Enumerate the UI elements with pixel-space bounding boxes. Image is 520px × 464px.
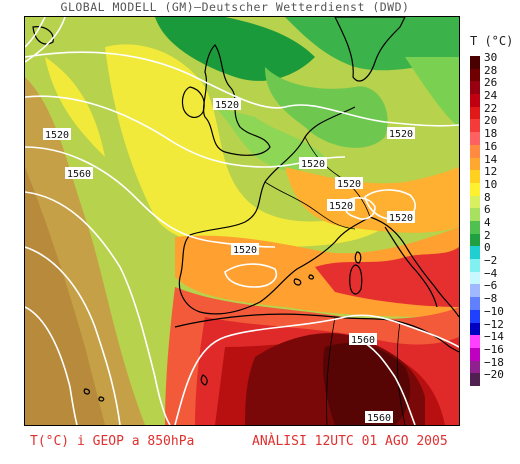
legend-swatch (470, 221, 480, 235)
legend-swatch (470, 195, 480, 209)
legend-label: 20 (484, 114, 498, 128)
contour-label: 1520 (329, 201, 353, 212)
legend-label: −18 (484, 355, 504, 369)
legend-swatch (470, 233, 480, 247)
legend-label: −20 (484, 368, 504, 382)
chart-header-title: GLOBAL MODELL (GM)—Deutscher Wetterdiens… (60, 0, 410, 14)
legend-swatch (470, 208, 480, 222)
legend-label: 0 (484, 241, 491, 255)
contour-label: 1520 (45, 130, 69, 141)
contour-label: 1520 (389, 213, 413, 224)
contour-labels: 1520 1520 1560 1520 1520 1520 1520 1520 … (43, 98, 415, 424)
legend-label: 24 (484, 89, 498, 103)
coastlines (32, 17, 459, 425)
legend-swatch (470, 144, 480, 159)
contour-label: 1520 (337, 179, 361, 190)
legend-label: 30 (484, 51, 498, 64)
legend-label: 6 (484, 203, 491, 217)
contour-label: 1520 (389, 129, 413, 140)
contour-label: 1520 (215, 100, 239, 111)
legend-label: 14 (484, 152, 498, 166)
legend-swatch (470, 373, 480, 387)
legend-swatch (470, 132, 480, 146)
legend-label: 4 (484, 216, 491, 229)
legend-swatch (470, 157, 480, 171)
legend-label: −14 (484, 330, 504, 344)
legend-label: 2 (484, 228, 491, 242)
legend-label: −6 (484, 279, 498, 293)
color-scale-labels: 30 28 26 24 22 20 18 16 14 12 10 8 6 4 2 0 −2 −4 −6 −8 −10 −1… (484, 52, 520, 392)
legend-label: 16 (484, 139, 498, 153)
footer-analysis-time: ANÀLISI 12UTC 01 AGO 2005 (252, 434, 448, 449)
legend-label: −16 (484, 342, 504, 356)
temperature-map: 1520 1520 1560 1520 1520 1520 1520 1520 … (24, 16, 460, 426)
legend-label: 10 (484, 177, 498, 191)
legend-label: −8 (484, 292, 498, 306)
legend-swatch (470, 106, 480, 120)
legend-label: −2 (484, 254, 498, 268)
legend-swatch (470, 322, 480, 336)
legend-swatch (470, 56, 480, 70)
legend-swatch (470, 297, 480, 311)
legend-label: 28 (484, 63, 498, 77)
legend-swatch (470, 271, 480, 285)
footer-variable-label: T(°C) i GEOP a 850hPa (30, 434, 195, 449)
legend-swatch (470, 246, 480, 260)
legend-swatch (470, 309, 480, 324)
legend-swatch (470, 68, 480, 82)
legend-swatch (470, 259, 480, 273)
legend-swatch (470, 360, 480, 374)
contour-label: 1560 (367, 413, 391, 424)
legend-swatch (470, 81, 480, 95)
legend-label: −12 (484, 317, 504, 331)
contour-label: 1560 (351, 335, 375, 346)
legend-swatch (470, 170, 480, 184)
legend-label: 8 (484, 190, 491, 204)
legend-label: −4 (484, 266, 498, 280)
legend-swatch (470, 119, 480, 133)
legend-title: T (°C) (470, 34, 514, 48)
contour-label: 1560 (67, 169, 91, 180)
legend-swatch (470, 284, 480, 298)
legend-label: −10 (484, 304, 504, 318)
legend-label: 18 (484, 127, 498, 141)
legend-swatch (470, 347, 480, 362)
legend-label: 22 (484, 101, 498, 115)
legend-label: 26 (484, 76, 498, 90)
legend-swatch (470, 182, 480, 197)
map-canvas: 1520 1520 1560 1520 1520 1520 1520 1520 … (25, 17, 459, 425)
contour-label: 1520 (301, 159, 325, 170)
legend-label: 12 (484, 165, 498, 179)
contour-label: 1520 (233, 245, 257, 256)
legend-swatch (470, 94, 480, 108)
color-scale-bar (470, 56, 480, 387)
legend-swatch (470, 335, 480, 349)
